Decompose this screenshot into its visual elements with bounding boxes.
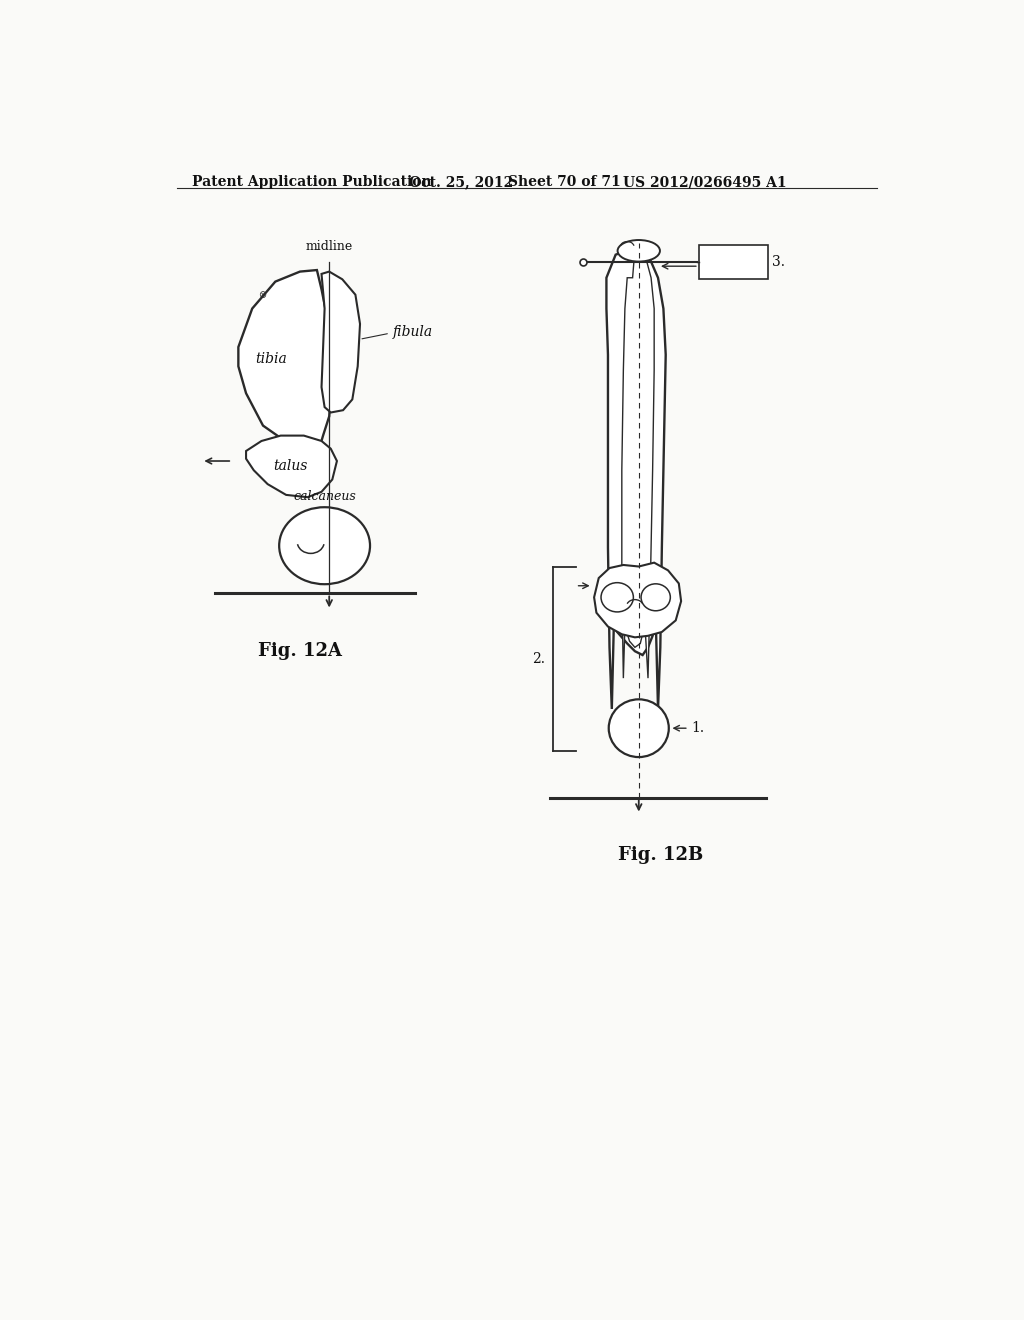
Ellipse shape xyxy=(608,700,669,758)
Text: Sheet 70 of 71: Sheet 70 of 71 xyxy=(508,176,621,189)
Bar xyxy=(698,246,768,280)
Polygon shape xyxy=(622,249,654,678)
Text: midline: midline xyxy=(305,240,353,253)
Ellipse shape xyxy=(617,240,659,261)
Text: talus: talus xyxy=(273,459,308,474)
Text: tibia: tibia xyxy=(255,351,287,366)
Text: US 2012/0266495 A1: US 2012/0266495 A1 xyxy=(624,176,787,189)
Polygon shape xyxy=(594,562,681,638)
Text: Fig. 12B: Fig. 12B xyxy=(617,846,702,865)
Text: 1.: 1. xyxy=(691,721,705,735)
Text: Oct. 25, 2012: Oct. 25, 2012 xyxy=(410,176,514,189)
Text: 2.: 2. xyxy=(531,652,545,665)
Ellipse shape xyxy=(601,582,634,612)
Ellipse shape xyxy=(280,507,370,585)
Text: calcaneus: calcaneus xyxy=(293,490,356,503)
Text: $\otimes$: $\otimes$ xyxy=(258,289,267,300)
Text: Fig. 12A: Fig. 12A xyxy=(258,643,342,660)
Text: Patent Application Publication: Patent Application Publication xyxy=(193,176,432,189)
Text: 3.: 3. xyxy=(772,255,785,269)
Polygon shape xyxy=(239,271,333,453)
Polygon shape xyxy=(246,436,337,498)
Polygon shape xyxy=(322,272,360,412)
Polygon shape xyxy=(606,249,666,709)
Ellipse shape xyxy=(641,583,671,611)
Text: fibula: fibula xyxy=(392,325,432,339)
